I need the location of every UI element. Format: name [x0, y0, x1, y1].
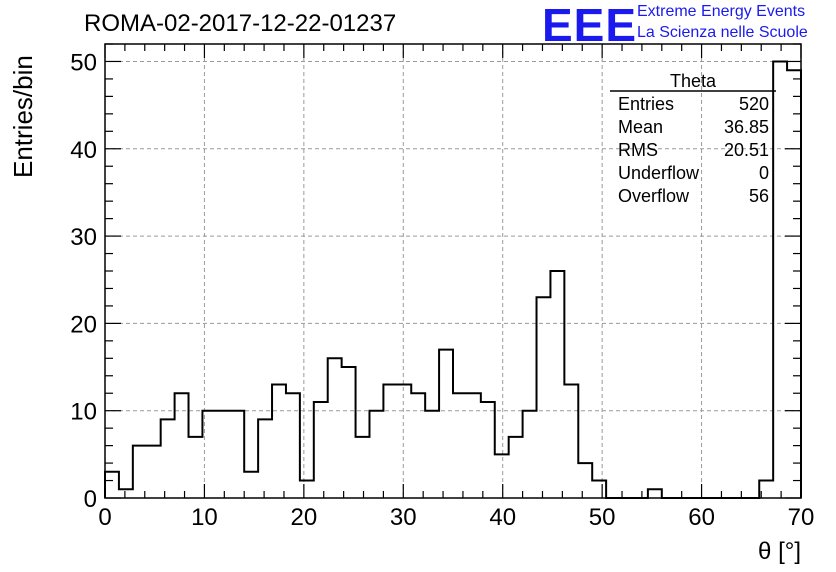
x-tick-label: 60	[688, 504, 715, 531]
x-axis-label: θ [°]	[758, 538, 801, 565]
stats-label: Overflow	[618, 186, 690, 206]
eee-logo: EEE	[542, 0, 638, 51]
x-tick-label: 30	[390, 504, 417, 531]
chart-title: ROMA-02-2017-12-22-01237	[84, 10, 397, 37]
stats-box: Theta Entries 520 Mean 36.85 RMS 20.51 Underfl…	[610, 71, 776, 206]
y-tick-label: 0	[84, 486, 97, 513]
y-tick-label: 30	[70, 224, 97, 251]
stats-value: 56	[749, 186, 769, 206]
x-tick-label: 20	[291, 504, 318, 531]
stats-value: 520	[739, 94, 769, 114]
tick-labels: 0 10 20 30 40 50 60 70 0 10 20 30 40 50	[70, 49, 814, 531]
y-axis-label: Entries/bin	[8, 55, 38, 178]
y-tick-label: 50	[70, 49, 97, 76]
grid-lines	[105, 44, 801, 498]
stats-value: 0	[759, 163, 769, 183]
y-tick-label: 20	[70, 311, 97, 338]
stats-value: 20.51	[724, 140, 769, 160]
logo-caption-line1: Extreme Energy Events	[637, 3, 806, 20]
x-tick-label: 40	[489, 504, 516, 531]
y-tick-label: 40	[70, 137, 97, 164]
y-tick-label: 10	[70, 399, 97, 426]
stats-label: Mean	[618, 117, 663, 137]
stats-value: 36.85	[724, 117, 769, 137]
stats-label: Underflow	[618, 163, 700, 183]
x-tick-label: 70	[788, 504, 815, 531]
axis-ticks	[104, 43, 802, 499]
stats-title: Theta	[670, 71, 717, 91]
x-tick-label: 50	[589, 504, 616, 531]
x-tick-label: 0	[98, 504, 111, 531]
x-tick-label: 10	[191, 504, 218, 531]
histogram-line	[104, 60, 802, 499]
stats-label: RMS	[618, 140, 658, 160]
stats-label: Entries	[618, 94, 674, 114]
logo-caption-line2: La Scienza nelle Scuole	[637, 24, 808, 41]
plot-frame	[104, 43, 802, 499]
